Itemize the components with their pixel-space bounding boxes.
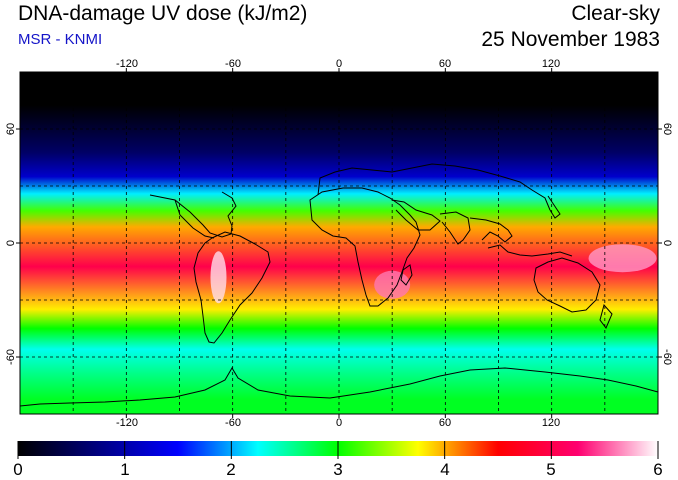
colorbar-label-6: 6: [653, 460, 662, 479]
map-title: DNA-damage UV dose (kJ/m2): [18, 2, 308, 25]
lat-label-right-2: 0: [661, 240, 673, 246]
coast-south-america: [193, 231, 271, 344]
lon-label-top-5: 120: [542, 58, 560, 70]
coast-antarctica: [20, 367, 658, 407]
lon-label-bottom-3: 0: [336, 417, 342, 429]
colorbar-label-1: 1: [120, 460, 129, 479]
coast-arabia: [391, 199, 441, 231]
coastlines: [20, 163, 658, 407]
coast-africa: [309, 187, 421, 307]
lon-label-top-2: -60: [225, 58, 241, 70]
source-label: MSR - KNMI: [18, 31, 103, 48]
colorbar-label-4: 4: [440, 460, 449, 479]
lat-label-left-1: 60: [5, 123, 17, 135]
lon-label-bottom-1: -120: [116, 417, 138, 429]
coast-new-zealand: [599, 303, 613, 329]
colorbar-label-2: 2: [226, 460, 235, 479]
coast-australia: [533, 257, 601, 313]
lon-label-top-1: -120: [116, 58, 138, 70]
map-ticks: [16, 68, 662, 418]
lat-label-right-3: -60: [661, 349, 673, 365]
colorbar-label-0: 0: [13, 460, 22, 479]
lon-label-top-4: 60: [439, 58, 451, 70]
andes-high: [210, 251, 227, 304]
graticule: [20, 72, 658, 414]
coast-central-america: [174, 199, 215, 239]
lon-label-bottom-4: 60: [439, 417, 451, 429]
lat-label-right-1: 60: [661, 123, 673, 135]
lon-label-bottom-2: -60: [225, 417, 241, 429]
coast-indonesia: [487, 244, 573, 257]
coast-india: [439, 211, 471, 245]
pacific-high: [588, 244, 657, 273]
lat-label-left-3: -60: [5, 349, 17, 365]
colorbar-label-5: 5: [546, 460, 555, 479]
sky-condition-label: Clear-sky: [571, 2, 660, 25]
coast-madagascar: [400, 264, 413, 286]
coast-europe-asia: [317, 163, 551, 211]
coast-southeast-asia: [469, 217, 513, 243]
date-label: 25 November 1983: [481, 28, 660, 51]
lon-label-top-3: 0: [336, 58, 342, 70]
colorbar-ticks: [17, 441, 659, 459]
coast-japan: [547, 195, 561, 219]
lat-label-left-2: 0: [5, 240, 17, 246]
colorbar-label-3: 3: [333, 460, 342, 479]
lon-label-bottom-5: 120: [542, 417, 560, 429]
coast-north-america: [149, 191, 237, 238]
